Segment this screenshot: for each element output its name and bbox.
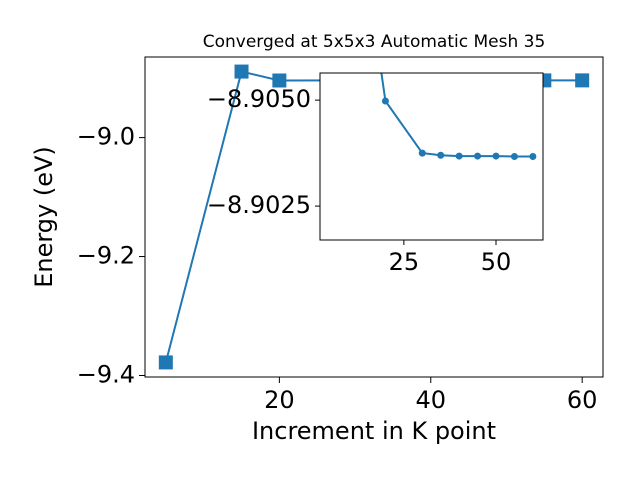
y-tick-label: −8.9050 [207, 85, 311, 113]
data-point [492, 152, 500, 160]
x-tick-label: 40 [416, 386, 447, 414]
data-point [158, 355, 173, 370]
data-point [234, 64, 249, 79]
plot-frame [319, 72, 544, 241]
x-tick-label: 50 [481, 248, 512, 276]
data-point [455, 152, 463, 160]
x-axis-label: Increment in K point [252, 417, 496, 445]
data-point [510, 153, 518, 160]
y-tick-label: −9.2 [77, 242, 135, 270]
data-point [381, 97, 389, 105]
data-point [474, 152, 482, 160]
y-tick-label: −8.9025 [207, 191, 311, 219]
y-tick-label: −9.4 [77, 361, 135, 389]
data-point [575, 73, 590, 88]
y-tick-label: −9.0 [77, 123, 135, 151]
data-point [272, 73, 287, 88]
chart-title: Converged at 5x5x3 Automatic Mesh 35 [203, 32, 546, 52]
data-point [529, 153, 537, 160]
x-tick-label: 25 [389, 248, 420, 276]
data-point [437, 151, 445, 159]
data-point [418, 149, 426, 157]
plot-frame [144, 56, 604, 378]
x-tick-label: 60 [567, 386, 598, 414]
plot-area [380, 73, 537, 160]
y-axis-label: Energy (eV) [30, 146, 58, 288]
x-tick-label: 20 [264, 386, 295, 414]
